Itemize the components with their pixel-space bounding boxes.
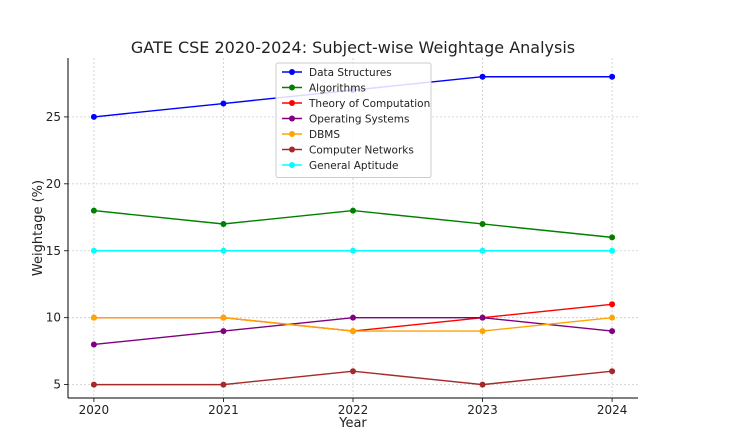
x-axis-title: Year [338,416,367,431]
data-point-general-aptitude [350,247,356,254]
y-tick-label: 20 [46,177,61,191]
legend-entry-label: Operating Systems [309,113,409,125]
data-point-algorithms [90,207,97,214]
data-point-algorithms [479,220,486,227]
legend-swatch-marker [289,84,295,91]
data-point-algorithms [350,207,356,214]
x-tick-label: 2024 [597,403,628,417]
data-point-operating-systems [220,328,227,335]
data-point-dbms [90,314,97,321]
y-tick-label: 25 [46,110,61,124]
x-tick-label: 2023 [467,403,498,417]
data-point-general-aptitude [90,247,97,254]
y-tick-label: 15 [46,244,61,258]
data-point-algorithms [609,234,616,241]
legend: Data Structures Algorithms Theory of Compu… [275,62,432,178]
legend-entry-label: Data Structures [309,67,392,79]
data-point-computer-networks [350,368,356,375]
data-point-operating-systems [609,328,616,335]
legend-swatch-marker [289,162,295,168]
data-point-operating-systems [479,314,486,321]
data-point-dbms [220,314,227,321]
y-tick-label: 5 [53,378,61,392]
data-point-computer-networks [220,381,227,388]
legend-entry-label: Computer Networks [309,144,414,156]
y-tick-label: 10 [46,311,61,325]
legend-swatch-marker [289,100,295,106]
data-point-data-structures [220,100,227,107]
x-tick-label: 2020 [79,403,110,417]
axes: 2020 2021 2022 2023 2024 5 10 15 20 25 [46,58,638,417]
data-point-operating-systems [90,341,97,348]
legend-swatch-marker [289,115,295,122]
y-axis-title: Weightage (%) [31,180,46,276]
x-tick-label: 2021 [208,403,239,417]
data-point-general-aptitude [220,247,227,254]
legend-entry-label: Algorithms [309,82,366,94]
legend-entry-label: DBMS [309,129,340,141]
data-point-operating-systems [350,314,356,321]
data-point-theory-of-computation [609,301,616,308]
data-point-data-structures [90,113,97,120]
legend-box [275,62,432,178]
data-point-computer-networks [90,381,97,388]
legend-entry-label: Theory of Computation [308,98,430,110]
legend-entry-label: General Aptitude [309,160,399,172]
chart-title: GATE CSE 2020-2024: Subject-wise Weighta… [131,38,575,57]
legend-swatch-marker [289,69,295,75]
legend-swatch-marker [289,146,295,153]
data-point-computer-networks [479,381,486,388]
legend-swatch-marker [289,131,295,137]
data-point-dbms [350,328,356,335]
data-point-dbms [609,314,616,321]
data-point-data-structures [609,73,616,80]
data-point-dbms [479,328,486,335]
data-point-data-structures [479,73,486,80]
data-point-general-aptitude [609,247,616,254]
data-point-computer-networks [609,368,616,375]
data-point-algorithms [220,220,227,227]
data-point-general-aptitude [479,247,486,254]
x-tick-label: 2022 [338,403,369,417]
